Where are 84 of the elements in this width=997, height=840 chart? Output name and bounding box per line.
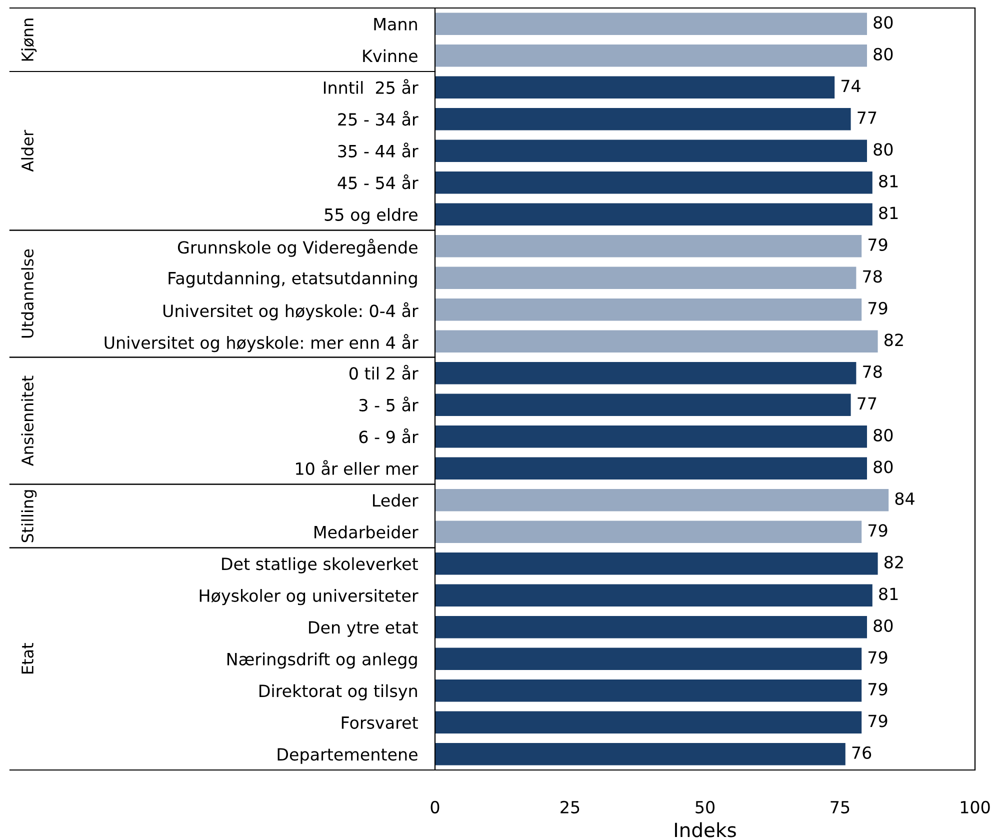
bar [435, 711, 862, 734]
bar [435, 394, 851, 416]
data-label: 79 [868, 302, 888, 314]
bar [435, 12, 867, 35]
y-tick-label: 10 år eller mer [296, 460, 418, 475]
bar [435, 203, 872, 226]
data-label: 82 [884, 334, 903, 346]
y-tick-label: Inntil 25 år [324, 79, 418, 94]
bar [435, 44, 867, 67]
bar [435, 330, 878, 352]
data-label: 84 [895, 492, 914, 505]
y-tick-label: 45 - 54 år [338, 174, 418, 190]
y-tick-label: Forsvaret [342, 716, 418, 729]
y-tick-label: Grunnskole og Videregående [178, 238, 418, 257]
x-axis-title: Indeks [675, 822, 736, 838]
data-label: 79 [868, 524, 888, 537]
data-label: 80 [874, 143, 893, 156]
y-tick-label: 6 - 9 år [359, 428, 418, 444]
data-label: 80 [874, 48, 893, 60]
data-label: 76 [852, 746, 872, 759]
y-tick-label: Direktorat og tilsyn [260, 684, 417, 700]
text: Ansiennitet [21, 376, 34, 466]
text: Alder [21, 130, 34, 172]
x-tick-label: 50 [696, 800, 714, 814]
y-tick-label: Leder [373, 494, 418, 507]
bar [435, 616, 867, 638]
y-tick-label: Kvinne [363, 49, 418, 62]
y-tick-label: 55 og eldre [324, 208, 418, 224]
data-label: 81 [879, 588, 898, 600]
data-label: 78 [863, 365, 882, 378]
bar [435, 266, 856, 289]
y-tick-label: Høyskoler og universiteter [200, 589, 418, 606]
bar [435, 520, 862, 543]
y-tick-label: Departementene [278, 748, 418, 764]
data-label: 79 [868, 714, 888, 728]
data-label: 80 [874, 619, 893, 632]
data-label: 80 [874, 428, 893, 442]
y-tick-label: Fagutdanning, etatsutdanning [168, 272, 417, 288]
bar [435, 457, 867, 480]
text: Stilling [21, 490, 37, 542]
data-label: 80 [874, 16, 893, 29]
bar [435, 298, 862, 321]
data-label: 79 [868, 682, 888, 696]
bar [435, 680, 862, 702]
data-label: 80 [874, 460, 893, 474]
bar [435, 140, 867, 162]
bar [435, 489, 889, 512]
text: Kjønn [21, 18, 37, 61]
data-label: 77 [858, 112, 876, 124]
bar [435, 743, 846, 766]
data-label: 82 [884, 556, 903, 568]
y-tick-label: 35 - 44 år [338, 142, 418, 158]
bar [435, 108, 851, 130]
bar [435, 76, 835, 98]
x-tick-label: 25 [560, 800, 580, 814]
text: Etat [22, 643, 34, 674]
y-tick-label: Mann [374, 18, 417, 30]
y-tick-label: 25 - 34 år [338, 110, 418, 126]
data-label: 81 [879, 174, 898, 188]
y-tick-label: Den ytre etat [309, 621, 418, 637]
bar [435, 584, 872, 606]
y-tick-label: Næringsdrift og anlegg [227, 652, 417, 669]
y-tick-label: 3 - 5 år [359, 396, 418, 412]
bar [435, 648, 862, 670]
y-tick-label: Det statlige skoleverket [222, 557, 418, 574]
x-tick-label: 100 [960, 800, 990, 814]
y-tick-label: Universitet og høyskole: mer enn 4 år [104, 334, 418, 352]
x-tick-label: 75 [830, 801, 850, 814]
data-label: 81 [879, 206, 898, 220]
bar [435, 426, 867, 448]
data-label: 79 [868, 238, 888, 251]
data-label: 79 [868, 651, 888, 664]
bar [435, 172, 872, 194]
bar [435, 235, 862, 258]
y-tick-label: Medarbeider [314, 526, 418, 538]
text: Utdannelse [21, 249, 34, 338]
y-tick-label: 0 til 2 år [349, 364, 418, 380]
y-tick-label: Universitet og høyskole: 0-4 år [163, 302, 418, 320]
bar [435, 362, 856, 384]
data-label: 77 [858, 397, 876, 410]
data-label: 74 [842, 80, 860, 92]
x-tick-label: 0 [430, 800, 440, 814]
bar [435, 552, 878, 575]
data-label: 78 [863, 270, 882, 283]
